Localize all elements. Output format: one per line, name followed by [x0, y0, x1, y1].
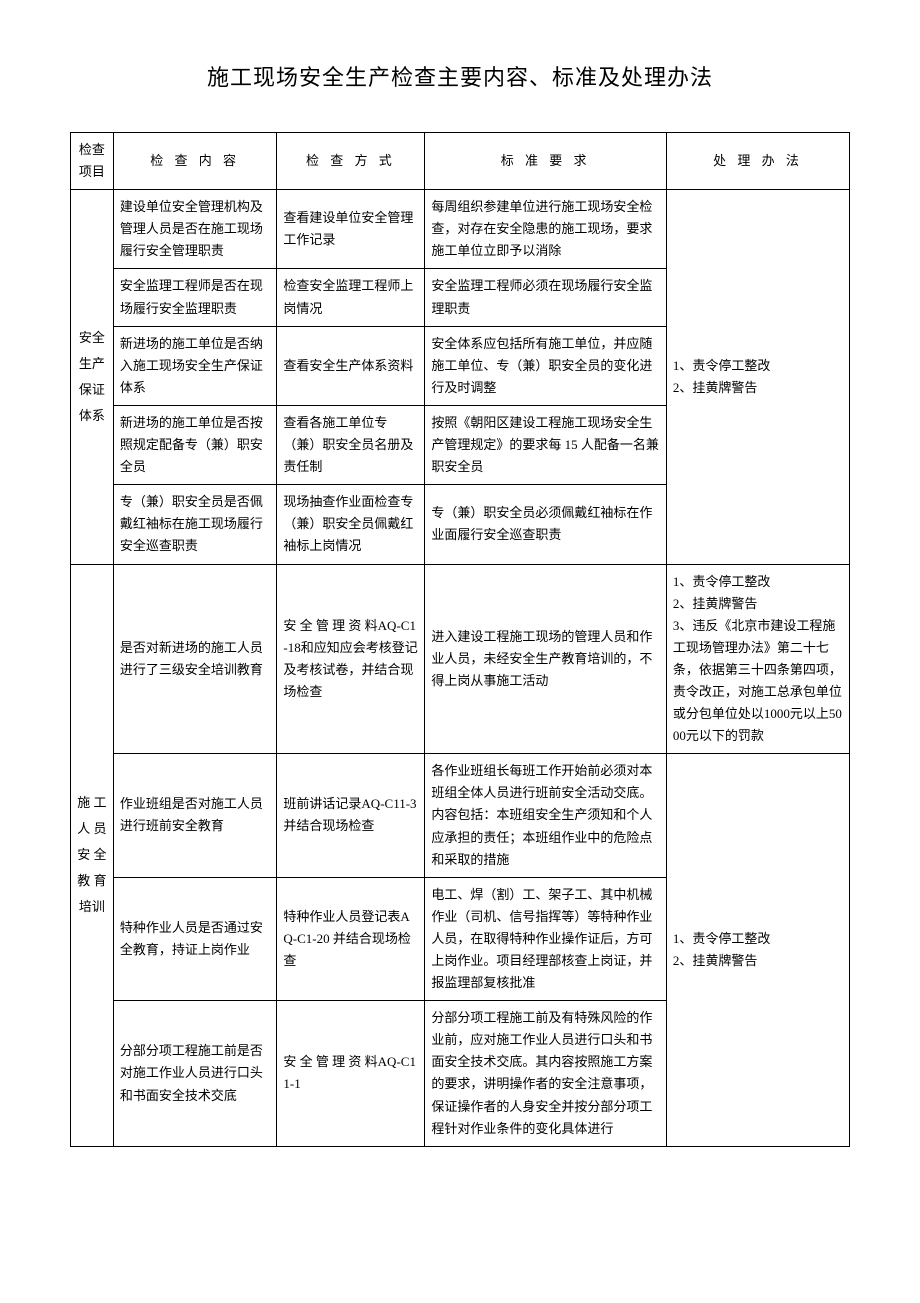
table-row: 安全生产保证体系 建设单位安全管理机构及管理人员是否在施工现场履行安全管理职责 … — [71, 190, 850, 269]
cell-method: 班前讲话记录AQ-C11-3 并结合现场检查 — [277, 754, 425, 877]
cell-content: 建设单位安全管理机构及管理人员是否在施工现场履行安全管理职责 — [113, 190, 277, 269]
cell-content: 新进场的施工单位是否纳入施工现场安全生产保证体系 — [113, 326, 277, 405]
cell-method: 检查安全监理工程师上岗情况 — [277, 269, 425, 326]
cell-action: 1、责令停工整改 2、挂黄牌警告 — [666, 754, 849, 1147]
table-row: 作业班组是否对施工人员进行班前安全教育 班前讲话记录AQ-C11-3 并结合现场… — [71, 754, 850, 877]
cell-content: 特种作业人员是否通过安全教育，持证上岗作业 — [113, 877, 277, 1000]
cell-standard: 分部分项工程施工前及有特殊风险的作业前，应对施工作业人员进行口头和书面安全技术交… — [425, 1001, 666, 1147]
cell-content: 分部分项工程施工前是否对施工作业人员进行口头和书面安全技术交底 — [113, 1001, 277, 1147]
cell-standard: 每周组织参建单位进行施工现场安全检查，对存在安全隐患的施工现场，要求施工单位立即… — [425, 190, 666, 269]
cell-method: 查看各施工单位专（兼）职安全员名册及责任制 — [277, 405, 425, 484]
cell-method: 现场抽查作业面检查专（兼）职安全员佩戴红袖标上岗情况 — [277, 485, 425, 564]
cell-method: 安 全 管 理 资 料AQ-C1-18和应知应会考核登记及考核试卷，并结合现场检… — [277, 564, 425, 754]
cell-method: 查看安全生产体系资料 — [277, 326, 425, 405]
cell-standard: 按照《朝阳区建设工程施工现场安全生产管理规定》的要求每 15 人配备一名兼职安全… — [425, 405, 666, 484]
cell-standard: 进入建设工程施工现场的管理人员和作业人员，未经安全生产教育培训的，不得上岗从事施… — [425, 564, 666, 754]
header-category: 检查项目 — [71, 133, 114, 190]
table-row: 施 工 人 员 安 全 教 育 培训 是否对新进场的施工人员进行了三级安全培训教… — [71, 564, 850, 754]
cell-content: 专（兼）职安全员是否佩戴红袖标在施工现场履行安全巡查职责 — [113, 485, 277, 564]
cell-content: 新进场的施工单位是否按照规定配备专（兼）职安全员 — [113, 405, 277, 484]
cell-standard: 专（兼）职安全员必须佩戴红袖标在作业面履行安全巡查职责 — [425, 485, 666, 564]
cell-content: 作业班组是否对施工人员进行班前安全教育 — [113, 754, 277, 877]
cell-method: 查看建设单位安全管理工作记录 — [277, 190, 425, 269]
table-header-row: 检查项目 检 查 内 容 检 查 方 式 标 准 要 求 处 理 办 法 — [71, 133, 850, 190]
cell-method: 安 全 管 理 资 料AQ-C11-1 — [277, 1001, 425, 1147]
cell-method: 特种作业人员登记表AQ-C1-20 并结合现场检查 — [277, 877, 425, 1000]
header-action: 处 理 办 法 — [666, 133, 849, 190]
cell-standard: 安全体系应包括所有施工单位，并应随施工单位、专（兼）职安全员的变化进行及时调整 — [425, 326, 666, 405]
header-method: 检 查 方 式 — [277, 133, 425, 190]
category-cell-training: 施 工 人 员 安 全 教 育 培训 — [71, 564, 114, 1146]
cell-content: 是否对新进场的施工人员进行了三级安全培训教育 — [113, 564, 277, 754]
header-standard: 标 准 要 求 — [425, 133, 666, 190]
category-cell-safety-system: 安全生产保证体系 — [71, 190, 114, 564]
inspection-table: 检查项目 检 查 内 容 检 查 方 式 标 准 要 求 处 理 办 法 安全生… — [70, 132, 850, 1147]
page-title: 施工现场安全生产检查主要内容、标准及处理办法 — [70, 60, 850, 92]
cell-action: 1、责令停工整改 2、挂黄牌警告 3、违反《北京市建设工程施工现场管理办法》第二… — [666, 564, 849, 754]
cell-action: 1、责令停工整改 2、挂黄牌警告 — [666, 190, 849, 564]
header-content: 检 查 内 容 — [113, 133, 277, 190]
cell-standard: 安全监理工程师必须在现场履行安全监理职责 — [425, 269, 666, 326]
cell-standard: 各作业班组长每班工作开始前必须对本班组全体人员进行班前安全活动交底。内容包括：本… — [425, 754, 666, 877]
cell-standard: 电工、焊（割）工、架子工、其中机械作业（司机、信号指挥等）等特种作业人员，在取得… — [425, 877, 666, 1000]
cell-content: 安全监理工程师是否在现场履行安全监理职责 — [113, 269, 277, 326]
